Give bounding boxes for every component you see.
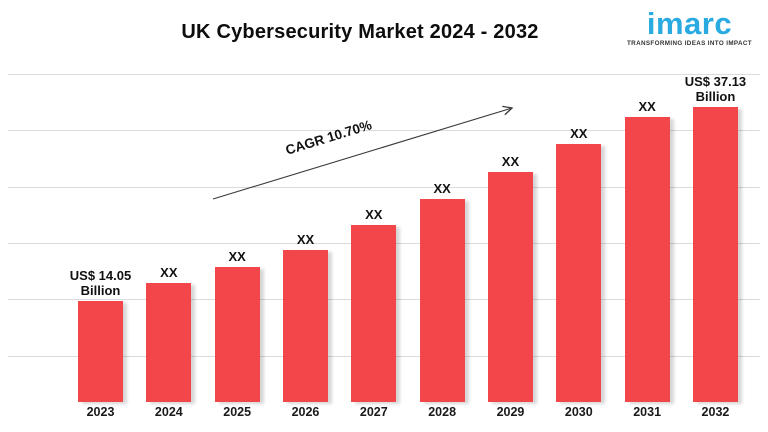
bar-value-label: XX: [433, 181, 451, 196]
bar: [556, 144, 602, 402]
x-axis-year-label: 2030: [564, 405, 593, 419]
bar-value-label: US$ 37.13 Billion: [684, 74, 747, 104]
x-axis-year-label: 2029: [496, 405, 525, 419]
bar: [419, 199, 465, 402]
bar-value-label: XX: [296, 232, 315, 247]
x-axis-year-label: 2031: [633, 405, 662, 419]
x-axis-year-label: 2023: [86, 405, 115, 419]
bar: [214, 267, 260, 402]
bar-group: XX 2024: [146, 74, 192, 422]
bar-group: XX 2028: [419, 74, 465, 422]
bar-value-label: XX: [160, 265, 178, 280]
x-axis-year-label: 2025: [223, 405, 252, 419]
bar: [624, 117, 670, 402]
bar: [692, 107, 738, 402]
bar: [487, 172, 533, 402]
imarc-logo: imarc TRANSFORMING IDEAS INTO IMPACT: [627, 8, 752, 47]
bar: [282, 250, 328, 402]
bar-value-label: XX: [365, 207, 383, 222]
imarc-tagline: TRANSFORMING IDEAS INTO IMPACT: [626, 40, 752, 47]
bar-group: XX 2029: [487, 74, 533, 422]
bar-group: XX 2027: [351, 74, 397, 422]
bar: [78, 301, 123, 402]
bar-value-label: XX: [570, 126, 588, 141]
bar: [146, 283, 192, 402]
x-axis-year-label: 2026: [291, 405, 320, 419]
bar-group: US$ 14.05 Billion 2023: [70, 74, 131, 422]
bar: [351, 225, 397, 402]
bar-group: XX 2026: [282, 74, 328, 422]
bar-group: XX 2030: [556, 74, 602, 422]
bar-value-label: XX: [501, 154, 520, 169]
bar-group: XX 2025: [214, 74, 260, 422]
x-axis-year-label: 2032: [701, 405, 730, 419]
bar-group: US$ 37.13 Billion 2032: [685, 74, 746, 422]
bars-rail: US$ 14.05 Billion 2023 XX 2024 XX 2025 XX…: [70, 74, 746, 422]
bar-value-label: XX: [638, 99, 656, 114]
x-axis-year-label: 2024: [154, 405, 183, 419]
bar-value-label: XX: [228, 249, 246, 264]
gridline: [8, 187, 760, 188]
gridline: [8, 74, 760, 75]
gridline: [8, 130, 760, 131]
chart-title: UK Cybersecurity Market 2024 - 2032: [181, 21, 539, 43]
cagr-trend-arrow: [212, 105, 514, 200]
x-axis-year-label: 2027: [359, 405, 388, 419]
x-axis-year-label: 2028: [428, 405, 457, 419]
imarc-wordmark: imarc: [646, 6, 733, 41]
bar-group: XX 2031: [624, 74, 670, 422]
bar-value-label: US$ 14.05 Billion: [69, 268, 132, 298]
